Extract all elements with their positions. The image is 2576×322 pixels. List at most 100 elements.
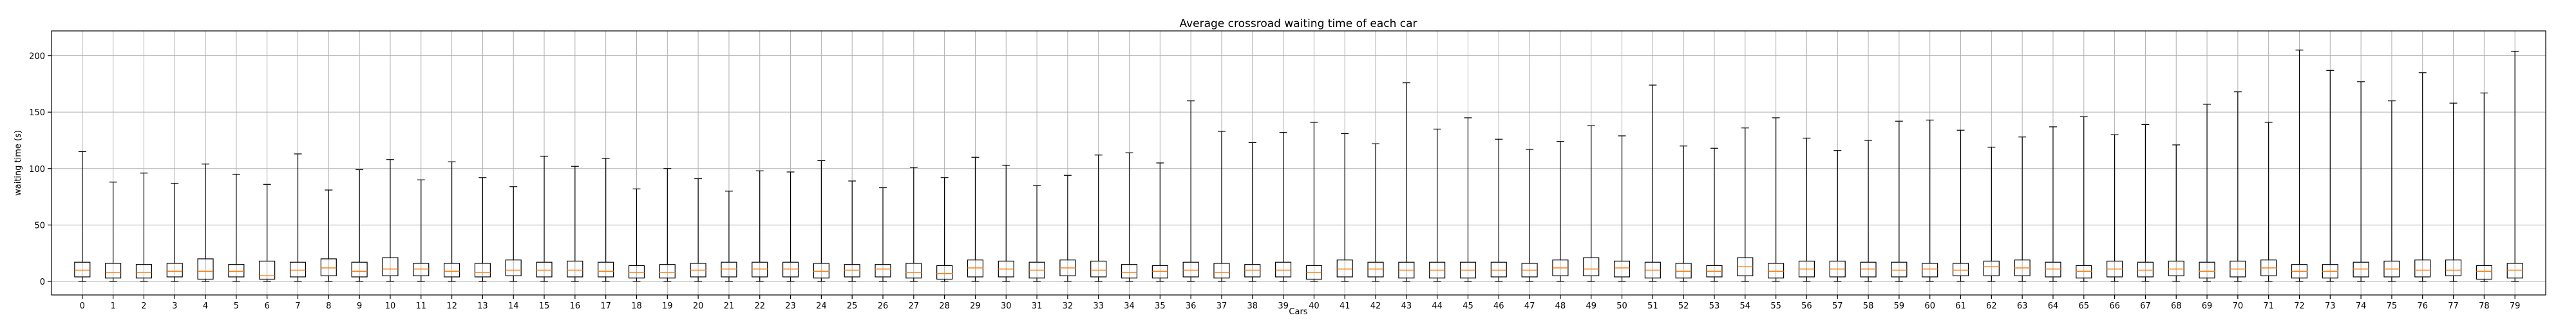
iqr-box bbox=[1213, 263, 1230, 279]
box-group bbox=[166, 182, 183, 282]
x-tick-label: 73 bbox=[2325, 301, 2336, 311]
box-group bbox=[2230, 91, 2246, 282]
x-tick-label: 53 bbox=[1709, 301, 1720, 311]
iqr-box bbox=[2506, 263, 2523, 279]
box-group bbox=[1860, 140, 1877, 282]
y-tick-label: 0 bbox=[40, 278, 45, 287]
x-tick-label: 13 bbox=[477, 301, 488, 311]
box-group bbox=[382, 159, 399, 282]
iqr-box bbox=[1952, 263, 1969, 276]
iqr-box bbox=[1244, 264, 1261, 278]
box-group bbox=[2322, 70, 2338, 282]
box-group bbox=[2291, 50, 2308, 282]
x-tick-label: 16 bbox=[570, 301, 581, 311]
box-group bbox=[1275, 132, 1292, 282]
x-tick-label: 26 bbox=[878, 301, 889, 311]
box-group bbox=[1429, 128, 1446, 282]
iqr-box bbox=[536, 261, 553, 278]
box-group bbox=[1244, 142, 1261, 282]
x-tick-label: 15 bbox=[539, 301, 550, 311]
iqr-box bbox=[967, 260, 983, 278]
box-group bbox=[628, 188, 645, 282]
iqr-box bbox=[2476, 265, 2492, 280]
iqr-box bbox=[135, 264, 152, 279]
x-tick-label: 38 bbox=[1247, 301, 1258, 311]
x-tick-label: 23 bbox=[785, 301, 796, 311]
x-tick-label: 46 bbox=[1493, 301, 1504, 311]
iqr-box bbox=[875, 264, 891, 278]
iqr-box bbox=[721, 261, 737, 278]
x-tick-label: 57 bbox=[1832, 301, 1843, 311]
x-tick-label: 56 bbox=[1801, 301, 1812, 311]
x-tick-label: 76 bbox=[2417, 301, 2428, 311]
box-group bbox=[1952, 129, 1969, 282]
iqr-box bbox=[289, 261, 307, 278]
box-group bbox=[567, 166, 583, 282]
x-tick-label: 24 bbox=[816, 301, 827, 311]
box-group bbox=[536, 155, 553, 282]
iqr-box bbox=[197, 258, 214, 280]
x-tick-label: 52 bbox=[1678, 301, 1689, 311]
iqr-box bbox=[259, 260, 276, 280]
x-tick-label: 44 bbox=[1432, 301, 1443, 311]
boxes-layer bbox=[74, 50, 2523, 282]
x-tick-label: 8 bbox=[326, 301, 331, 311]
x-tick-label: 58 bbox=[1863, 301, 1874, 311]
box-group bbox=[782, 171, 799, 282]
iqr-box bbox=[628, 265, 645, 279]
x-tick-label: 7 bbox=[295, 301, 300, 311]
iqr-box bbox=[382, 257, 399, 276]
x-tick-label: 25 bbox=[847, 301, 858, 311]
box-group bbox=[1552, 141, 1569, 282]
iqr-box bbox=[1182, 261, 1199, 278]
box-group bbox=[1151, 162, 1168, 282]
iqr-box bbox=[2045, 261, 2061, 278]
x-tick-label: 39 bbox=[1278, 301, 1289, 311]
box-group bbox=[1583, 125, 1600, 282]
x-tick-label: 33 bbox=[1093, 301, 1104, 311]
iqr-box bbox=[413, 263, 430, 276]
x-tick-label: 51 bbox=[1647, 301, 1658, 311]
box-group bbox=[1398, 82, 1415, 282]
box-group bbox=[1521, 149, 1538, 282]
iqr-box bbox=[752, 261, 768, 278]
x-tick-label: 30 bbox=[1001, 301, 1012, 311]
box-group bbox=[1459, 117, 1477, 282]
box-group bbox=[289, 153, 307, 282]
iqr-box bbox=[505, 260, 522, 276]
iqr-box bbox=[74, 261, 91, 278]
x-tick-label: 62 bbox=[1986, 301, 1997, 311]
box-group bbox=[1768, 117, 1785, 282]
grid-lines bbox=[52, 31, 2546, 295]
chart-title: Average crossroad waiting time of each c… bbox=[1179, 17, 1417, 30]
x-tick-label: 31 bbox=[1032, 301, 1043, 311]
box-group bbox=[1336, 133, 1353, 282]
x-tick-label: 2 bbox=[141, 301, 146, 311]
iqr-box bbox=[1891, 261, 1908, 278]
iqr-box bbox=[936, 265, 953, 280]
x-tick-label: 21 bbox=[724, 301, 735, 311]
box-group bbox=[197, 164, 214, 282]
box-group bbox=[474, 177, 491, 282]
x-tick-label: 35 bbox=[1155, 301, 1166, 311]
x-tick-label: 28 bbox=[939, 301, 950, 311]
x-tick-label: 47 bbox=[1524, 301, 1535, 311]
x-tick-label: 69 bbox=[2202, 301, 2213, 311]
iqr-box bbox=[1336, 260, 1353, 278]
box-group bbox=[690, 178, 706, 282]
x-tick-label: 77 bbox=[2448, 301, 2459, 311]
x-tick-label: 45 bbox=[1463, 301, 1473, 311]
x-tick-label: 71 bbox=[2263, 301, 2274, 311]
box-group bbox=[1798, 137, 1815, 282]
iqr-box bbox=[1275, 261, 1292, 278]
box-group bbox=[444, 161, 460, 282]
box-group bbox=[813, 160, 829, 282]
x-axis-label: Cars bbox=[1289, 307, 1307, 317]
box-group bbox=[505, 186, 522, 282]
box-group bbox=[1182, 100, 1199, 282]
box-group bbox=[1922, 119, 1938, 282]
x-tick-label: 68 bbox=[2171, 301, 2182, 311]
x-tick-label: 75 bbox=[2387, 301, 2398, 311]
box-group bbox=[2014, 137, 2031, 282]
